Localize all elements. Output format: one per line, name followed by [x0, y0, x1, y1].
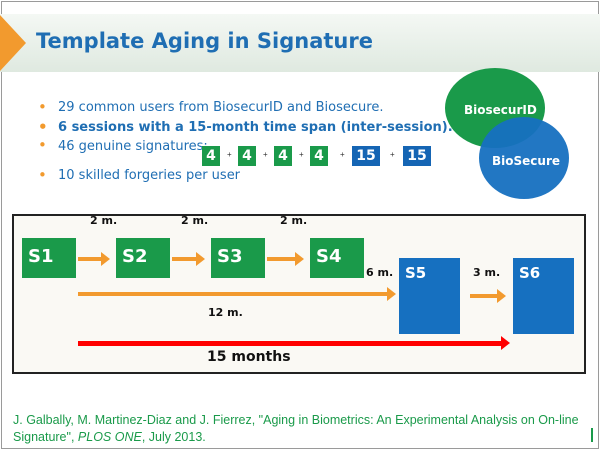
- interval-label: 12 m.: [208, 306, 243, 319]
- bullet-item: • 46 genuine signatures:: [38, 136, 453, 168]
- interval-label: 3 m.: [473, 266, 501, 279]
- bullet-text: 46 genuine signatures:: [58, 139, 208, 154]
- bullet-list: • 29 common users from BiosecurID and Bi…: [38, 98, 453, 188]
- interval-arrow: [172, 252, 205, 266]
- session-count-badge: 15: [352, 146, 380, 166]
- total-span-arrow: [78, 336, 510, 350]
- bullet-text: 10 skilled forgeries per user: [58, 168, 241, 183]
- interval-label: 2 m.: [280, 214, 308, 227]
- bullet-dot-icon: •: [38, 136, 47, 154]
- citation-journal: PLOS ONE: [77, 430, 142, 444]
- header-arrow-icon: [0, 15, 26, 71]
- session-box-s6: S6: [513, 258, 574, 334]
- bullet-dot-icon: •: [38, 98, 47, 116]
- session-box-s5: S5: [399, 258, 460, 334]
- plus-sign: +: [390, 150, 395, 159]
- bullet-item: • 29 common users from BiosecurID and Bi…: [38, 98, 453, 120]
- interval-label: 6 m.: [366, 266, 394, 279]
- interval-arrow: [78, 252, 110, 266]
- interval-label: 2 m.: [181, 214, 209, 227]
- interval-arrow: [267, 252, 304, 266]
- interval-arrow-12m: [78, 287, 396, 301]
- plus-sign: +: [263, 150, 268, 159]
- plus-sign: +: [299, 150, 304, 159]
- slide-title: Template Aging in Signature: [36, 29, 373, 53]
- genuine-signature-breakdown: 4 + 4 + 4 + 4 + 15 + 15: [200, 146, 440, 168]
- interval-label: 2 m.: [90, 214, 118, 227]
- session-count-badge: 15: [403, 146, 431, 166]
- plus-sign: +: [227, 150, 232, 159]
- bullet-item: • 6 sessions with a 15-month time span (…: [38, 118, 453, 140]
- citation-authors-title: J. Galbally, M. Martinez-Diaz and J. Fie…: [13, 413, 579, 444]
- session-count-badge: 4: [202, 146, 220, 166]
- plus-sign: +: [340, 150, 345, 159]
- venn-label-biosecurid: BiosecurID: [464, 103, 537, 117]
- bullet-dot-icon: •: [38, 118, 48, 136]
- session-count-badge: 4: [238, 146, 256, 166]
- bullet-text: 6 sessions with a 15-month time span (in…: [58, 120, 453, 135]
- session-timeline-diagram: S1 S2 S3 S4 S5 S6 2 m. 2 m. 2 m. 6 m. 3 …: [12, 214, 586, 374]
- citation-date: , July 2013.: [141, 430, 206, 444]
- session-count-badge: 4: [274, 146, 292, 166]
- session-box-s4: S4: [310, 238, 364, 278]
- bullet-item: • 10 skilled forgeries per user: [38, 166, 453, 188]
- total-span-label: 15 months: [207, 349, 291, 365]
- session-count-badge: 4: [310, 146, 328, 166]
- title-band: [0, 14, 600, 72]
- footer-accent-line: [591, 428, 593, 442]
- session-box-s3: S3: [211, 238, 265, 278]
- bullet-dot-icon: •: [38, 166, 47, 184]
- session-box-s2: S2: [116, 238, 170, 278]
- session-box-s1: S1: [22, 238, 76, 278]
- venn-circle-biosecure: [479, 117, 569, 199]
- venn-label-biosecure: BioSecure: [492, 154, 560, 168]
- citation-text: J. Galbally, M. Martinez-Diaz and J. Fie…: [13, 412, 593, 446]
- interval-arrow: [470, 289, 506, 303]
- bullet-text: 29 common users from BiosecurID and Bios…: [58, 100, 384, 115]
